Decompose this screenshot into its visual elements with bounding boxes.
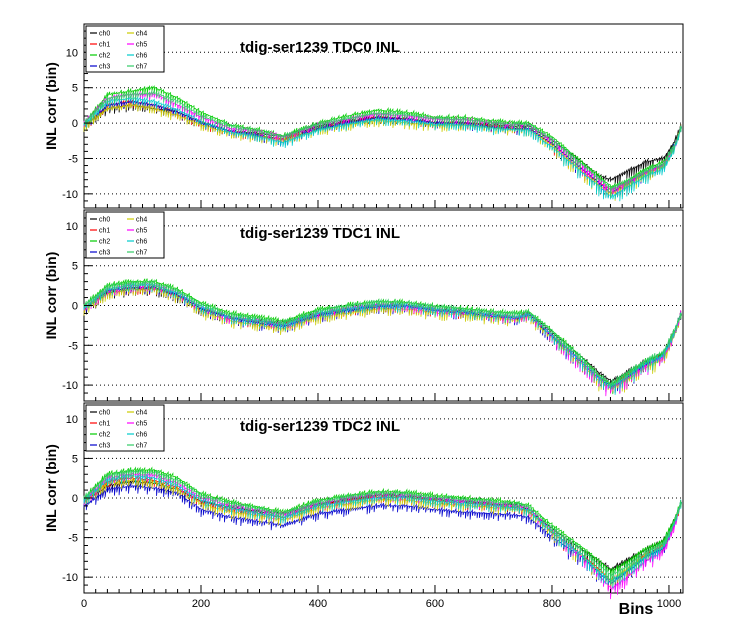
series-line-ch7 (83, 89, 682, 198)
y-tick-label: 0 (72, 118, 78, 130)
y-axis-label: INL corr (bin) (43, 62, 59, 150)
panel-title: tdig-ser1239 TDC0 INL (240, 39, 400, 56)
legend-label-ch1: ch1 (99, 228, 110, 235)
series-group (83, 84, 682, 202)
legend-label-ch0: ch0 (99, 31, 110, 38)
y-tick-label: 10 (66, 221, 78, 233)
x-tick-label: 400 (309, 598, 327, 610)
y-tick-label: -10 (62, 189, 78, 201)
legend: ch0 ch1 ch2 ch3 ch4 ch5 ch6 ch7 (85, 211, 165, 259)
legend-frame (85, 25, 165, 73)
y-tick-label: 0 (72, 493, 78, 505)
legend-label-ch4: ch4 (136, 410, 147, 417)
legend-label-ch3: ch3 (99, 250, 110, 257)
y-tick-label: 5 (72, 261, 78, 273)
y-tick-label: -5 (68, 533, 78, 545)
series-line-ch7 (83, 468, 682, 586)
y-tick-label: 0 (72, 301, 78, 313)
series-line-ch6 (83, 94, 682, 202)
legend-frame (85, 404, 165, 452)
y-axis-label: INL corr (bin) (43, 444, 59, 532)
x-tick-label: 0 (81, 598, 87, 610)
legend-label-ch5: ch5 (136, 421, 147, 428)
x-tick-label: 200 (192, 598, 210, 610)
chart-panel-1: -10 -5 0 5 10 INL corr (bin) tdig-ser1239 TDC1… (43, 209, 684, 402)
legend-label-ch2: ch2 (99, 432, 110, 439)
series-line-ch2 (83, 84, 682, 193)
series-line-ch5 (83, 90, 682, 195)
legend-frame (85, 211, 165, 259)
legend-label-ch5: ch5 (136, 42, 147, 49)
legend-label-ch2: ch2 (99, 53, 110, 60)
legend-label-ch7: ch7 (136, 443, 147, 450)
legend-label-ch3: ch3 (99, 443, 110, 450)
y-tick-label: 5 (72, 83, 78, 95)
legend-label-ch3: ch3 (99, 64, 110, 71)
x-tick-label: 1000 (657, 598, 681, 610)
legend-label-ch2: ch2 (99, 239, 110, 246)
series-line-ch6 (83, 473, 682, 589)
legend-label-ch1: ch1 (99, 42, 110, 49)
legend: ch0 ch1 ch2 ch3 ch4 ch5 ch6 ch7 (85, 404, 165, 452)
legend-label-ch7: ch7 (136, 250, 147, 257)
series-group (83, 466, 682, 600)
legend-label-ch6: ch6 (136, 53, 147, 60)
legend-label-ch6: ch6 (136, 239, 147, 246)
legend-label-ch6: ch6 (136, 432, 147, 439)
legend: ch0 ch1 ch2 ch3 ch4 ch5 ch6 ch7 (85, 25, 165, 73)
legend-label-ch5: ch5 (136, 228, 147, 235)
y-tick-label: -5 (68, 153, 78, 165)
x-tick-label: 800 (543, 598, 561, 610)
y-tick-label: -10 (62, 572, 78, 584)
y-axis-label: INL corr (bin) (43, 252, 59, 340)
legend-label-ch0: ch0 (99, 217, 110, 224)
panel-title: tdig-ser1239 TDC2 INL (240, 418, 400, 435)
series-line-ch2 (83, 466, 682, 581)
legend-label-ch1: ch1 (99, 421, 110, 428)
panel-title: tdig-ser1239 TDC1 INL (240, 225, 400, 242)
y-tick-label: -10 (62, 380, 78, 392)
y-tick-label: -5 (68, 340, 78, 352)
legend-label-ch4: ch4 (136, 31, 147, 38)
y-tick-label: 10 (66, 47, 78, 59)
x-axis-label: Bins (619, 601, 654, 618)
x-tick-label: 600 (426, 598, 444, 610)
legend-label-ch0: ch0 (99, 410, 110, 417)
legend-label-ch7: ch7 (136, 64, 147, 71)
legend-label-ch4: ch4 (136, 217, 147, 224)
series-line-ch7 (83, 278, 682, 390)
y-tick-label: 10 (66, 414, 78, 426)
chart-panel-0: -10 -5 0 5 10 INL corr (bin) tdig-ser1239 TDC0… (43, 23, 684, 209)
series-group (83, 278, 682, 397)
y-tick-label: 5 (72, 453, 78, 465)
